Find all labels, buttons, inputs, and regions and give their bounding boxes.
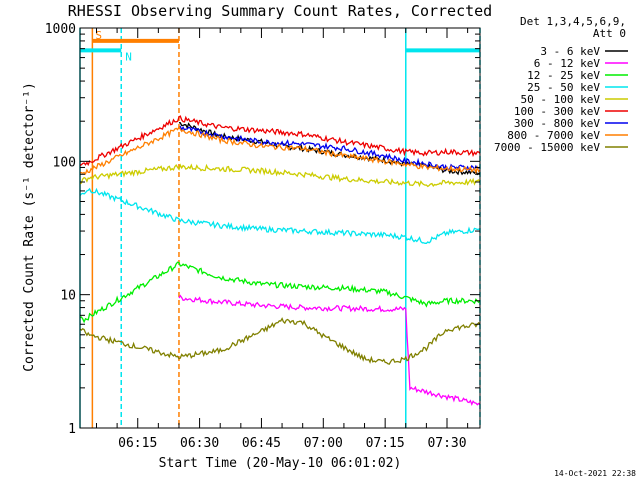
y-axis-label: Corrected Count Rate (s⁻¹ detector⁻¹) bbox=[22, 82, 37, 372]
series-12-25-kev bbox=[79, 261, 481, 324]
legend-entry-label: 800 - 7000 keV bbox=[507, 129, 600, 142]
axes: 1 10 100 1000 06:15 06:30 06:45 07:00 07:15 07:30 bbox=[45, 22, 481, 451]
legend-entry-label: 7000 - 15000 keV bbox=[494, 141, 600, 154]
legend-header: Att 0 bbox=[593, 27, 626, 40]
x-tick-label: 06:15 bbox=[118, 436, 157, 451]
legend-entry-label: 6 - 12 keV bbox=[534, 57, 601, 70]
series-800-7000-kev bbox=[79, 125, 481, 175]
series-6-12-kev bbox=[178, 294, 481, 407]
y-tick-label: 1000 bbox=[45, 22, 76, 37]
legend-header: Det 1,3,4,5,6,9, bbox=[520, 15, 626, 28]
series-300-800-kev bbox=[178, 125, 481, 172]
footer-timestamp: 14-Oct-2021 22:38 bbox=[554, 469, 636, 478]
chart-title: RHESSI Observing Summary Count Rates, Co… bbox=[68, 2, 492, 20]
flag-label: N bbox=[125, 50, 132, 63]
x-tick-label: 07:30 bbox=[427, 436, 466, 451]
time-markers bbox=[79, 28, 481, 428]
x-tick-label: 06:45 bbox=[242, 436, 281, 451]
series-50-100-kev bbox=[79, 163, 481, 188]
data-series bbox=[79, 115, 481, 407]
y-tick-label: 100 bbox=[53, 155, 76, 170]
legend-entry-label: 100 - 300 keV bbox=[514, 105, 600, 118]
flag-bars: SN bbox=[80, 29, 480, 63]
legend-entry-label: 3 - 6 keV bbox=[540, 45, 600, 58]
x-tick-label: 06:30 bbox=[180, 436, 219, 451]
series-100-300-kev bbox=[79, 115, 481, 167]
flag-label: S bbox=[95, 29, 102, 42]
x-tick-label: 07:15 bbox=[366, 436, 405, 451]
x-tick-label: 07:00 bbox=[304, 436, 343, 451]
y-tick-label: 1 bbox=[68, 422, 76, 437]
x-axis-label: Start Time (20-May-10 06:01:02) bbox=[159, 456, 402, 471]
series-7000-15000-kev bbox=[79, 317, 481, 365]
series-25-50-kev bbox=[79, 187, 480, 244]
plot-frame bbox=[79, 27, 481, 429]
legend-entry-label: 25 - 50 keV bbox=[527, 81, 600, 94]
legend-entry-label: 50 - 100 keV bbox=[521, 93, 601, 106]
y-tick-label: 10 bbox=[60, 289, 76, 304]
legend-entry-label: 12 - 25 keV bbox=[527, 69, 600, 82]
legend-entry-label: 300 - 800 keV bbox=[514, 117, 600, 130]
